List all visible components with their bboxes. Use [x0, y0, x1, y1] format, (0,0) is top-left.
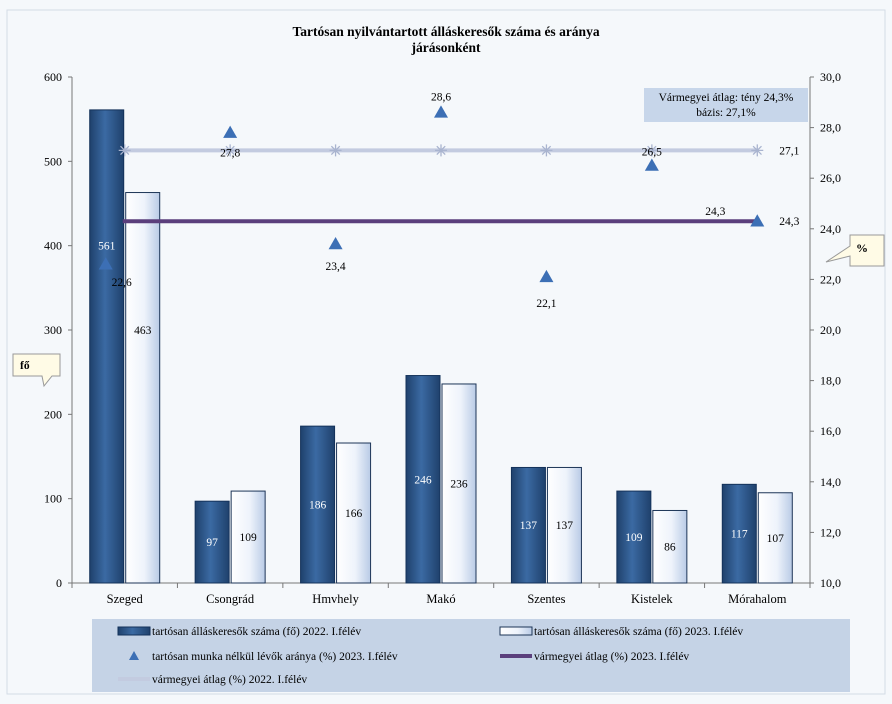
bar-2023-value-label: 109: [240, 532, 258, 544]
rate-value-label: 22,1: [536, 298, 556, 310]
avg-2023-value-label: 24,3: [705, 206, 725, 218]
x-tick-label: Csongrád: [206, 592, 255, 606]
x-tick-label: Makó: [426, 592, 455, 606]
bar-2023-value-label: 166: [345, 508, 363, 520]
y-left-tick-label: 0: [56, 576, 62, 590]
y-right-tick-label: 30,0: [820, 70, 841, 84]
y-right-tick-label: 10,0: [820, 576, 841, 590]
y-right-tick-label: 28,0: [820, 121, 841, 135]
bar-2023: [652, 509, 688, 584]
avg-2022-marker: [435, 144, 447, 157]
avg-2022-marker: [645, 144, 658, 157]
y-left-axis-label: fő: [20, 360, 30, 372]
chart-subtitle: járásonként: [410, 40, 481, 55]
legend-label: vármegyei átlag (%) 2022. I.félév: [152, 674, 307, 686]
bar-2022-value-label: 109: [625, 532, 643, 544]
rate-value-label: 27,8: [220, 148, 240, 160]
y-right-tick-label: 22,0: [820, 272, 841, 286]
bar-2023: [546, 466, 582, 584]
avg-2022-marker: [540, 144, 553, 157]
bar-2022-value-label: 246: [414, 474, 432, 486]
bar-2022: [405, 375, 441, 584]
annotation-line2: bázis: 27,1%: [696, 107, 756, 119]
rate-marker: [328, 236, 343, 250]
avg-2022-value-label: 27,1: [779, 145, 799, 157]
x-tick-label: Szentes: [527, 592, 565, 606]
x-tick-label: Mórahalom: [728, 592, 787, 606]
avg-2022-marker: [329, 144, 342, 157]
annotation-box: [644, 88, 808, 122]
legend-label: tartósan álláskeresők száma (fő) 2023. I…: [534, 626, 743, 638]
y-left-callout: [12, 353, 61, 388]
bar-2022: [194, 500, 230, 584]
bar-2023: [757, 492, 793, 584]
avg-2022-marker: [118, 144, 131, 157]
bar-2023: [441, 383, 477, 584]
annotation-line1: Vármegyei átlag: tény 24,3%: [659, 92, 794, 104]
bar-2022: [300, 425, 336, 584]
legend-swatch-bar-2022: [117, 626, 151, 636]
legend-box: [92, 619, 850, 692]
legend-label: tartósan álláskeresők száma (fő) 2022. I…: [152, 626, 361, 638]
rate-marker: [539, 269, 554, 283]
bar-2023-value-label: 236: [450, 478, 468, 490]
bar-2023-value-label: 463: [134, 325, 152, 337]
bar-2023: [230, 490, 266, 584]
bar-2022-value-label: 561: [98, 241, 116, 253]
bar-2022: [510, 466, 546, 584]
rate-marker: [223, 125, 238, 138]
y-right-axis-label: %: [856, 241, 868, 255]
legend-label: tartósan munka nélkül lévők aránya (%) 2…: [152, 651, 398, 663]
bar-2022-value-label: 186: [309, 500, 327, 512]
avg-2022-marker: [751, 144, 764, 157]
legend-swatch-rate: [129, 651, 139, 660]
bar-2022-value-label: 97: [206, 537, 218, 549]
rate-marker: [434, 105, 448, 118]
rate-value-label: 24,3: [779, 216, 799, 228]
y-right-tick-label: 16,0: [820, 424, 841, 438]
y-left-tick-label: 500: [44, 154, 62, 168]
x-tick-label: Kistelek: [631, 592, 673, 606]
bar-2023-value-label: 137: [556, 520, 574, 532]
legend-swatch-bar-2023: [499, 626, 533, 636]
rate-marker: [98, 257, 113, 270]
bar-2022-value-label: 117: [731, 529, 748, 541]
y-right-tick-label: 26,0: [820, 171, 841, 185]
bar-2022: [89, 109, 125, 584]
y-left-tick-label: 400: [44, 239, 62, 253]
bar-2023-value-label: 107: [767, 533, 785, 545]
legend-label: vármegyei átlag (%) 2023. I.félév: [534, 651, 689, 663]
bar-2022: [721, 483, 757, 584]
bar-2023: [336, 442, 372, 584]
rate-value-label: 26,5: [642, 147, 662, 159]
rate-value-label: 23,4: [326, 261, 346, 273]
bar-2022: [616, 490, 652, 584]
rate-marker: [644, 158, 659, 171]
y-right-tick-label: 24,0: [820, 222, 841, 236]
rate-value-label: 28,6: [431, 91, 451, 103]
y-left-tick-label: 200: [44, 407, 62, 421]
y-right-tick-label: 14,0: [820, 475, 841, 489]
y-left-tick-label: 300: [44, 323, 62, 337]
chart-title: Tartósan nyilvántartott álláskeresők szá…: [292, 24, 599, 39]
y-right-tick-label: 18,0: [820, 374, 841, 388]
x-tick-label: Szeged: [107, 592, 144, 606]
rate-value-label: 22,6: [112, 277, 132, 289]
rate-marker: [750, 214, 765, 227]
y-right-callout: [825, 234, 885, 267]
y-left-tick-label: 600: [44, 70, 62, 84]
y-left-tick-label: 100: [44, 492, 62, 506]
bar-2023: [125, 192, 161, 584]
y-right-tick-label: 20,0: [820, 323, 841, 337]
bar-2022-value-label: 137: [520, 520, 538, 532]
avg-2022-marker: [224, 144, 237, 157]
y-right-tick-label: 12,0: [820, 525, 841, 539]
bar-2023-value-label: 86: [664, 542, 676, 554]
x-tick-label: Hmvhely: [312, 592, 359, 606]
